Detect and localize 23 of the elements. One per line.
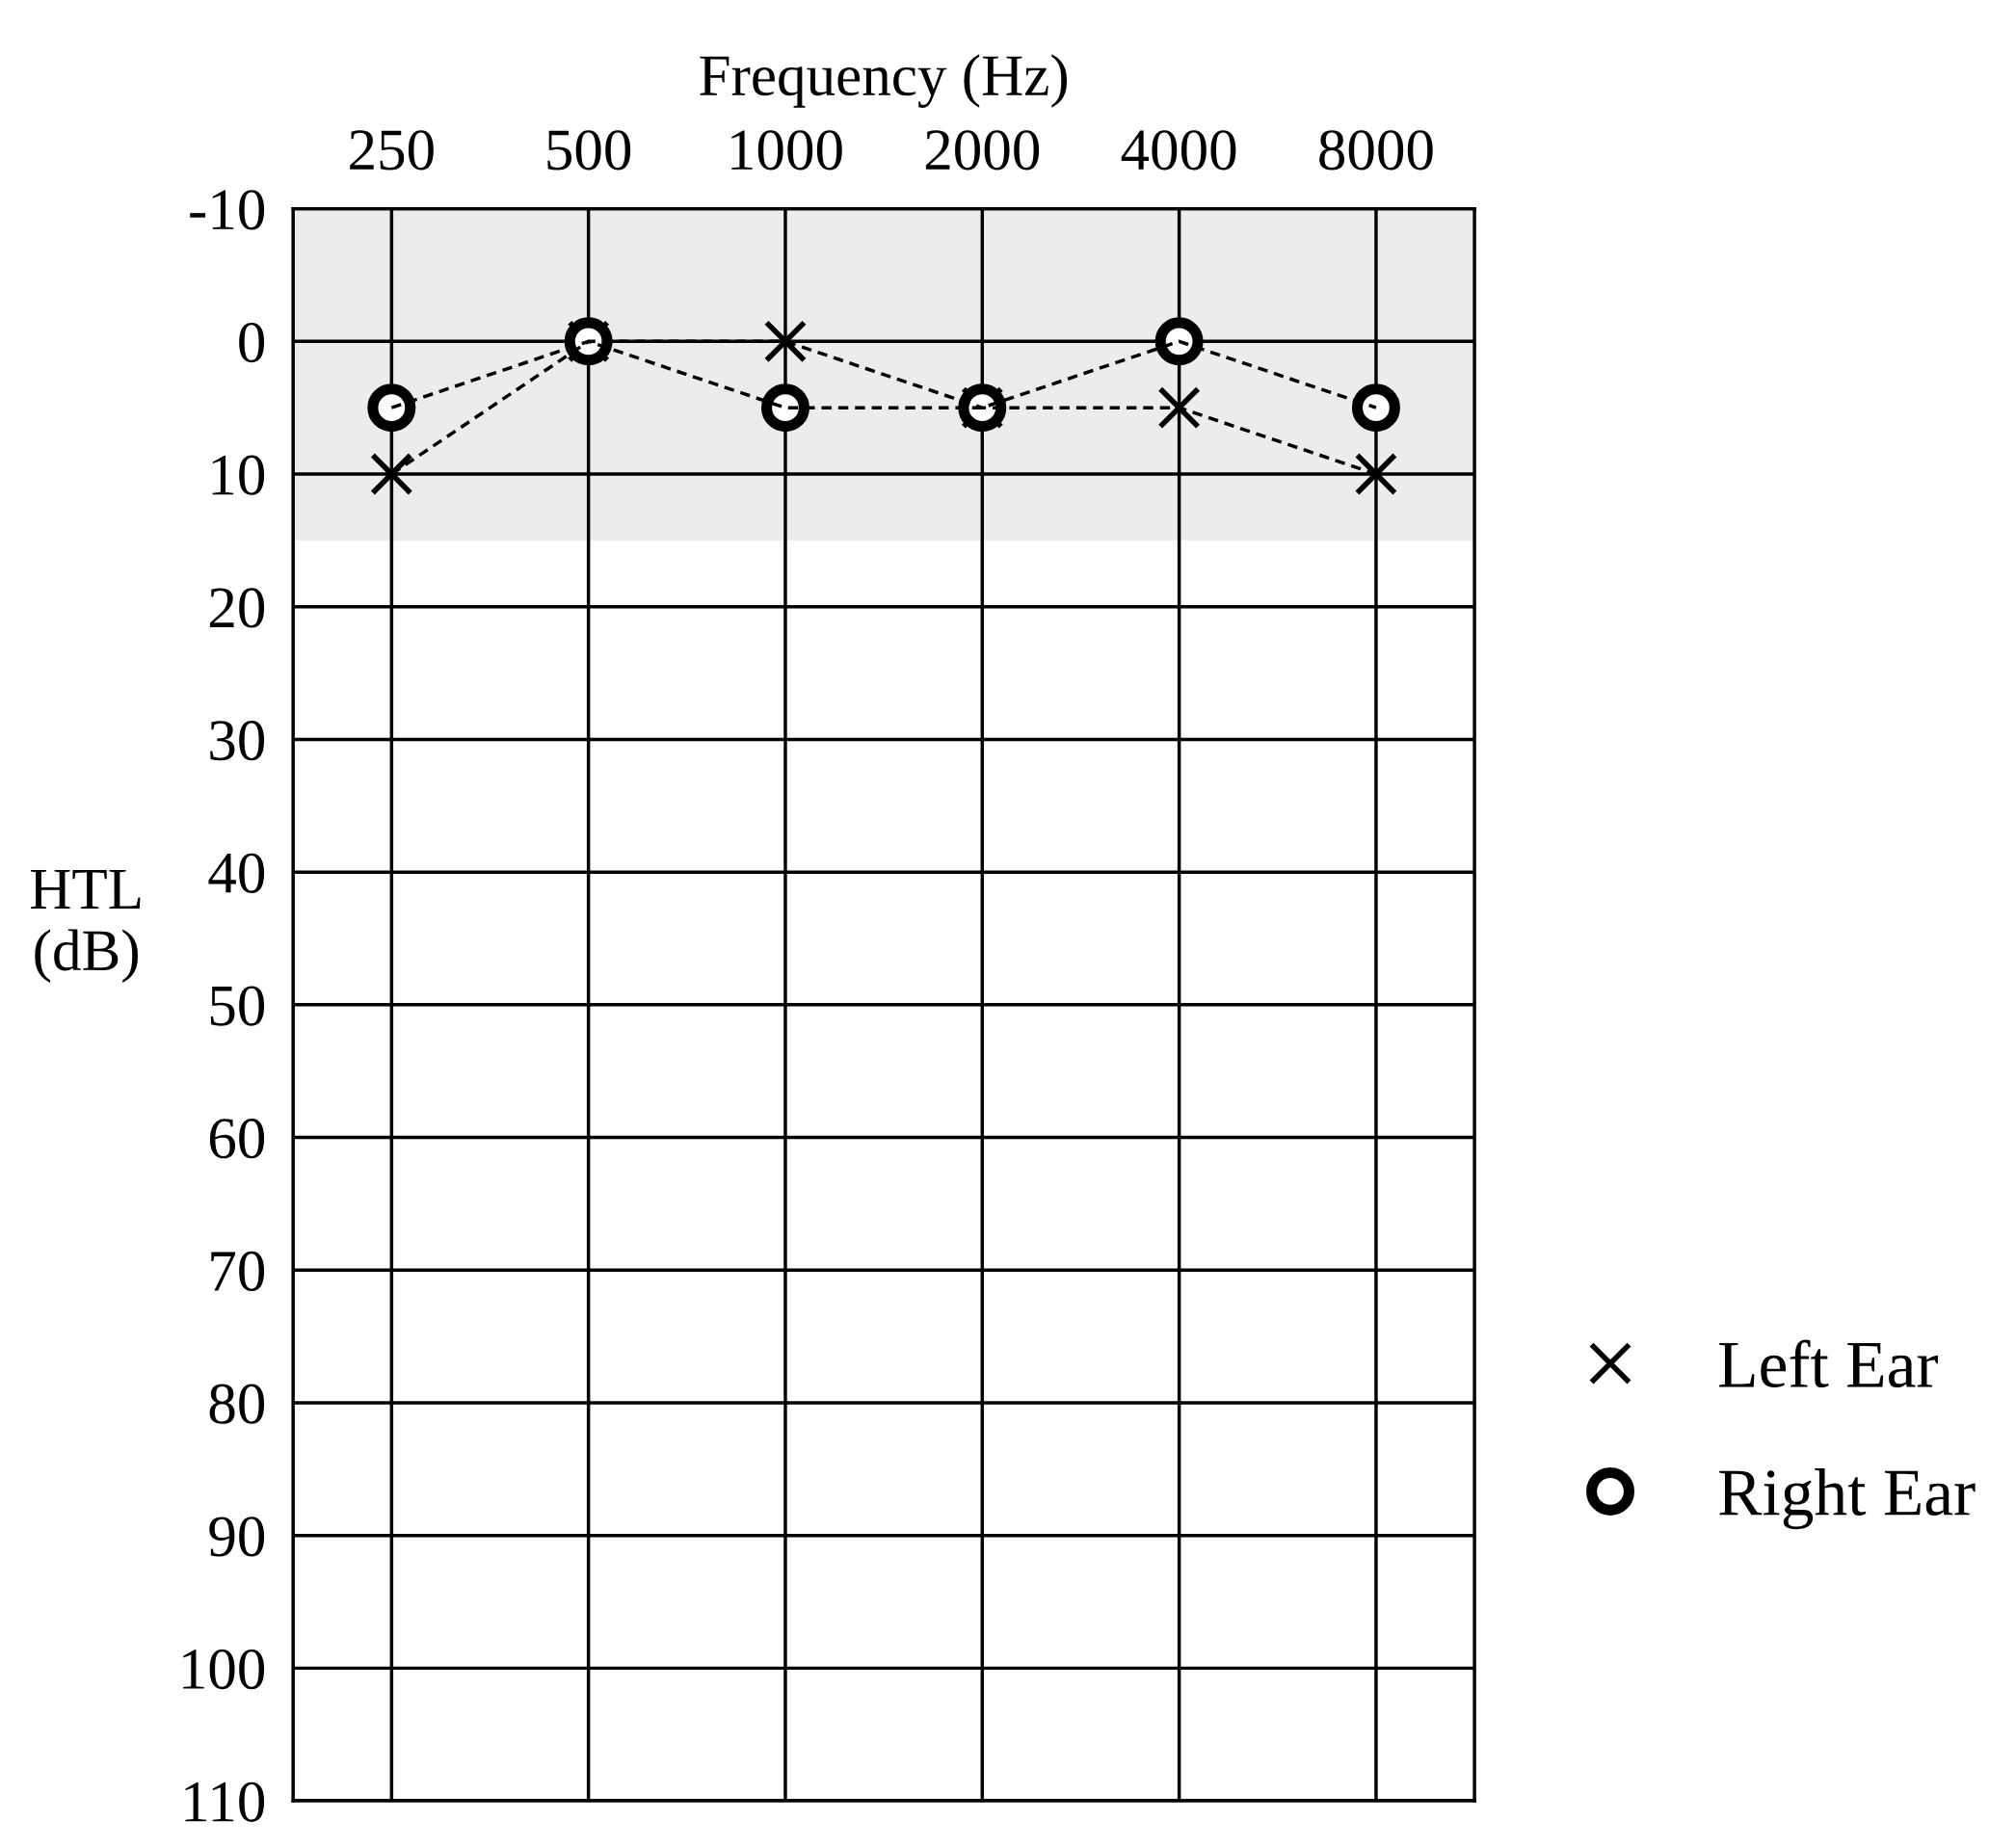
y-tick-label: 10	[212, 455, 265, 495]
y-tick-label: 100	[183, 1649, 265, 1690]
y-tick-label: 70	[211, 1251, 265, 1292]
y-tick-label: 20	[209, 588, 265, 628]
x-tick-label: 250	[350, 130, 434, 171]
x-tick-label: 500	[547, 130, 631, 171]
x-tick-label: 4000	[1121, 130, 1236, 171]
y-tick-label: 50	[210, 986, 265, 1026]
y-tick-label: 90	[209, 1517, 265, 1557]
legend-label: Right Ear	[1719, 1468, 1976, 1530]
x-tick-label: 8000	[1319, 130, 1433, 171]
legend-label: Left Ear	[1719, 1339, 1938, 1388]
x-tick-label: 2000	[925, 130, 1040, 171]
x-axis-title: Frequency (Hz)	[700, 54, 1068, 108]
y-tick-label: -10	[190, 190, 265, 230]
y-tick-label: 80	[209, 1384, 265, 1424]
y-axis-title: HTL (dB)	[31, 869, 141, 983]
y-tick-label: 30	[210, 721, 265, 761]
x-tick-label: 1000	[731, 130, 842, 171]
y-tick-label: 40	[208, 853, 265, 893]
y-tick-label: 60	[209, 1119, 265, 1159]
y-tick-label: 0	[239, 322, 265, 363]
y-tick-label: 110	[185, 1781, 265, 1822]
